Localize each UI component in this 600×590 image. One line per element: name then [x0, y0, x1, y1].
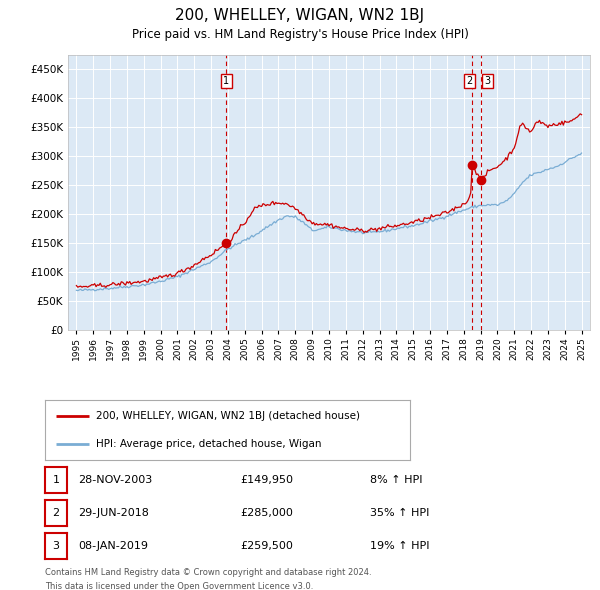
Text: 3: 3 [484, 76, 490, 86]
Text: £149,950: £149,950 [240, 475, 293, 485]
Text: 2: 2 [466, 76, 473, 86]
Text: 200, WHELLEY, WIGAN, WN2 1BJ: 200, WHELLEY, WIGAN, WN2 1BJ [175, 8, 425, 23]
Text: Price paid vs. HM Land Registry's House Price Index (HPI): Price paid vs. HM Land Registry's House … [131, 28, 469, 41]
Text: 1: 1 [53, 475, 59, 485]
Text: 3: 3 [53, 541, 59, 551]
Text: Contains HM Land Registry data © Crown copyright and database right 2024.: Contains HM Land Registry data © Crown c… [45, 568, 371, 577]
Text: 19% ↑ HPI: 19% ↑ HPI [370, 541, 430, 551]
Text: 08-JAN-2019: 08-JAN-2019 [78, 541, 148, 551]
Text: 29-JUN-2018: 29-JUN-2018 [78, 508, 149, 518]
Text: £285,000: £285,000 [240, 508, 293, 518]
Text: 28-NOV-2003: 28-NOV-2003 [78, 475, 152, 485]
Text: 8% ↑ HPI: 8% ↑ HPI [370, 475, 422, 485]
Text: This data is licensed under the Open Government Licence v3.0.: This data is licensed under the Open Gov… [45, 582, 313, 590]
Text: 1: 1 [223, 76, 229, 86]
Text: 200, WHELLEY, WIGAN, WN2 1BJ (detached house): 200, WHELLEY, WIGAN, WN2 1BJ (detached h… [96, 411, 360, 421]
Text: £259,500: £259,500 [240, 541, 293, 551]
Text: 35% ↑ HPI: 35% ↑ HPI [370, 508, 430, 518]
Text: HPI: Average price, detached house, Wigan: HPI: Average price, detached house, Wiga… [96, 439, 322, 449]
Text: 2: 2 [52, 508, 59, 518]
